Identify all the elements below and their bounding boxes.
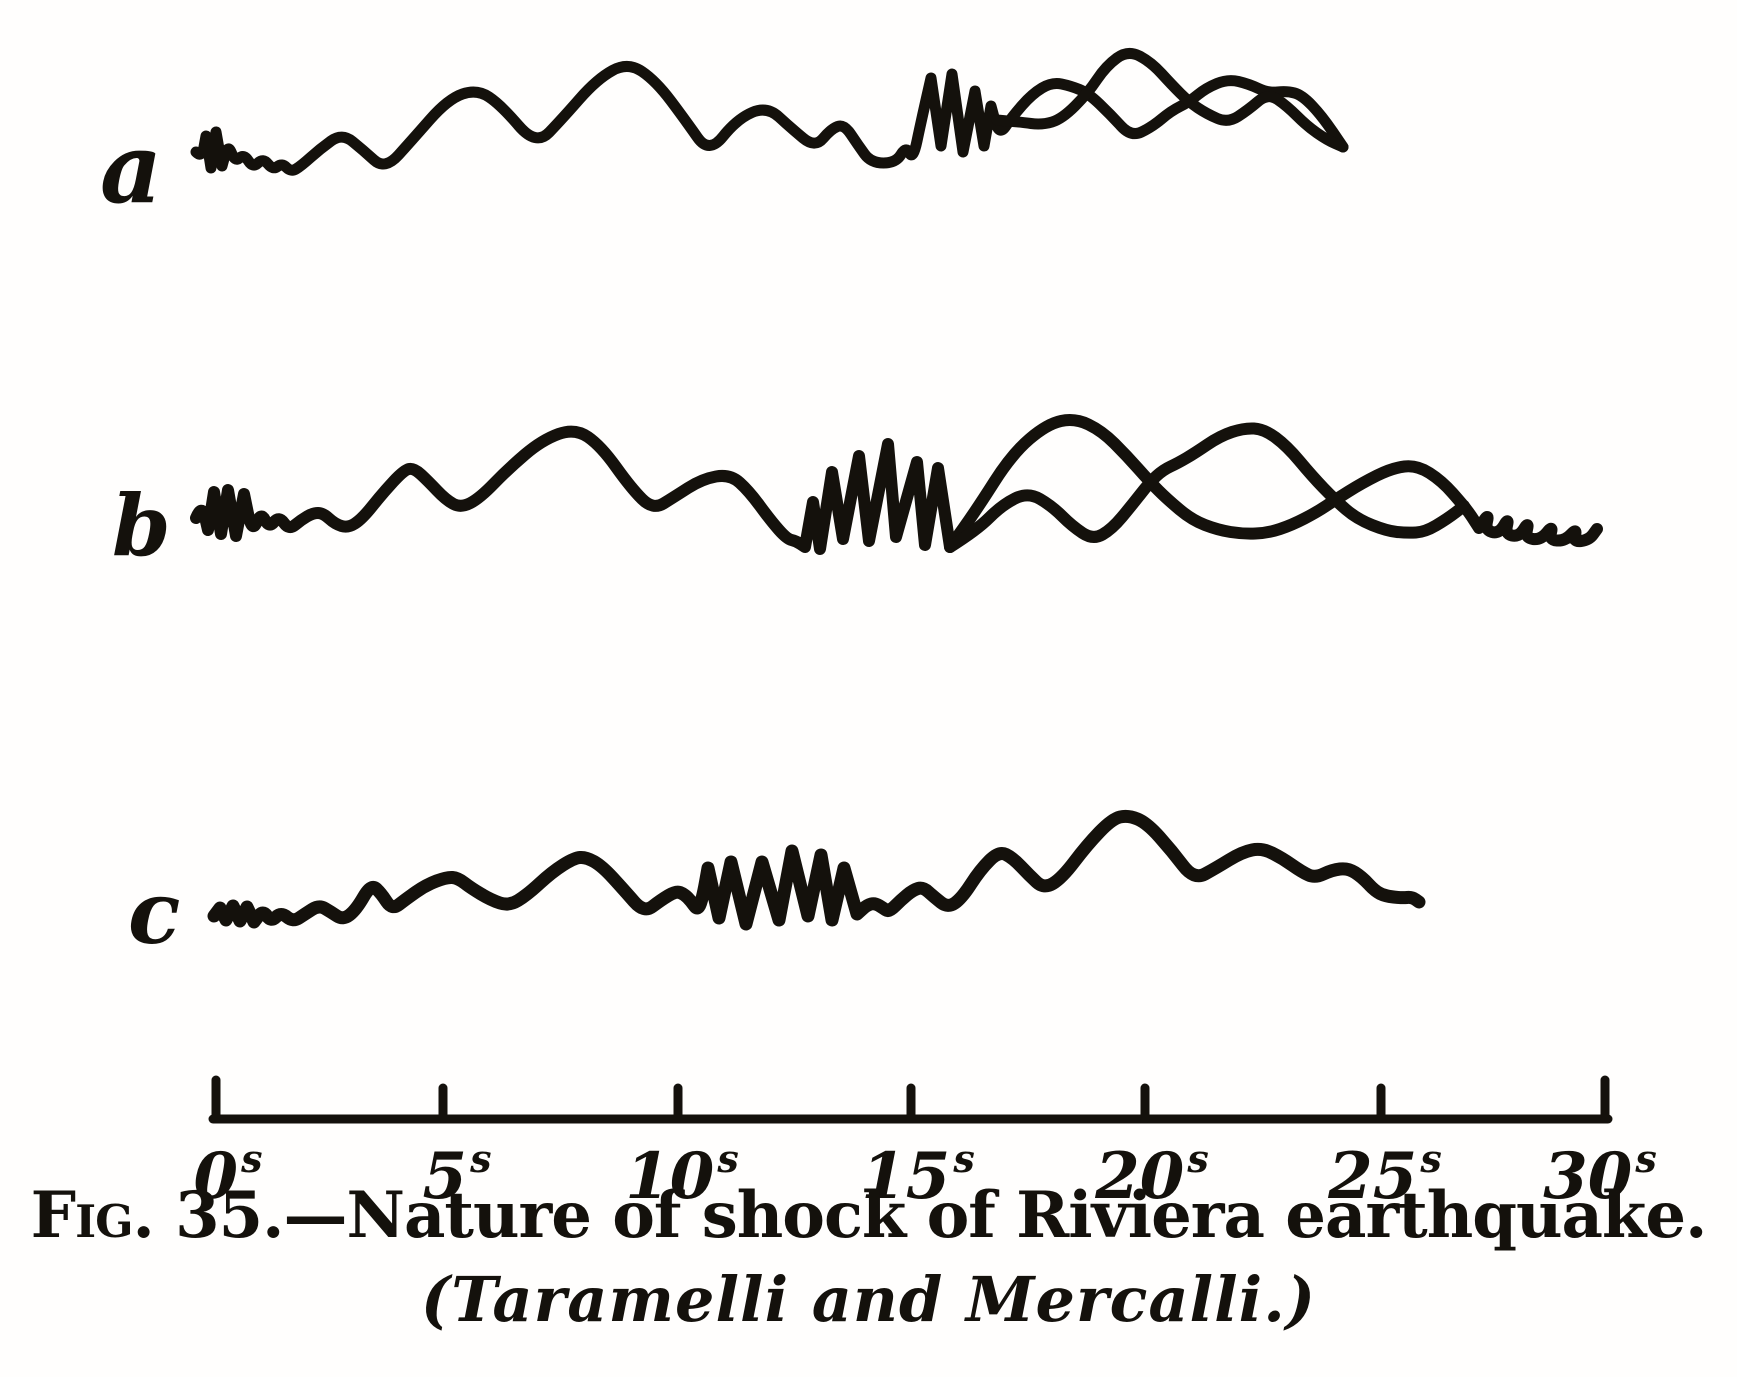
axis-tick-label-5s: 5s (423, 1136, 492, 1214)
axis-tick-label-20s: 20s (1094, 1136, 1208, 1214)
trace-a-path-overlay (991, 47, 1349, 153)
trace-label-c: c (128, 863, 181, 964)
axis-tick-label-0s: 0s (194, 1136, 263, 1214)
axis-tick-label-15s: 15s (861, 1136, 974, 1214)
trace-label-a: a (100, 112, 163, 225)
caption-fig-label: Fig. (30, 1178, 155, 1253)
trace-label-b: b (112, 476, 171, 575)
trace-c-path (207, 809, 1426, 931)
caption-attribution: (Taramelli and Mercalli.) (420, 1263, 1317, 1336)
axis-tick-label-10s: 10s (625, 1136, 738, 1214)
caption-title-text: 35.—Nature of shock of Riviera earthquak… (153, 1178, 1707, 1253)
caption-line-1: Fig. 35.—Nature of shock of Riviera eart… (0, 1178, 1737, 1253)
axis-tick-label-25s: 25s (1327, 1136, 1441, 1214)
axis-tick-label-30s: 30s (1543, 1136, 1656, 1214)
figure-caption: Fig. 35.—Nature of shock of Riviera eart… (0, 1178, 1737, 1336)
trace-b-path-overlay (944, 422, 1470, 553)
